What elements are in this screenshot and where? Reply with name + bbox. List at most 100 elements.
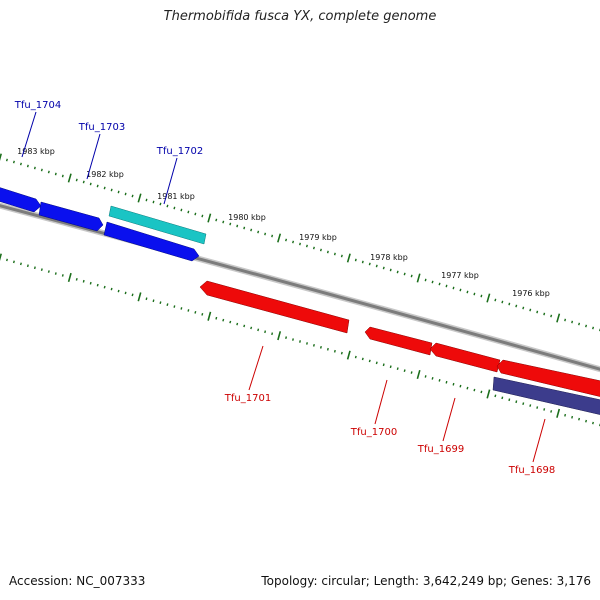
minor-tick bbox=[515, 400, 518, 404]
minor-tick bbox=[12, 260, 15, 264]
minor-tick bbox=[33, 266, 36, 270]
minor-tick bbox=[312, 343, 315, 347]
minor-tick bbox=[431, 377, 434, 380]
minor-tick bbox=[194, 310, 197, 314]
gene-arrow-forward-tfu-1704[interactable] bbox=[103, 221, 200, 262]
minor-tick bbox=[40, 268, 43, 272]
gene-label-tfu-1700[interactable]: Tfu_1700 bbox=[350, 427, 397, 438]
minor-tick bbox=[515, 304, 518, 308]
minor-tick bbox=[173, 206, 176, 210]
minor-tick bbox=[187, 309, 190, 312]
minor-tick bbox=[145, 198, 148, 202]
kbp-label: 1982 kbp bbox=[86, 170, 124, 179]
minor-tick bbox=[110, 287, 113, 291]
minor-tick bbox=[494, 298, 497, 302]
minor-tick bbox=[54, 172, 57, 176]
minor-tick bbox=[536, 406, 539, 409]
minor-tick bbox=[389, 268, 392, 272]
major-tick bbox=[346, 350, 351, 360]
minor-tick bbox=[61, 174, 64, 178]
gene-arrow-forward[interactable] bbox=[0, 186, 42, 213]
minor-tick bbox=[299, 340, 301, 343]
minor-tick bbox=[159, 301, 162, 305]
gene-arrow-tfu-1698[interactable] bbox=[492, 376, 600, 416]
major-tick bbox=[137, 292, 142, 302]
gene-arrow-reverse-tfu-1701[interactable] bbox=[199, 280, 350, 334]
minor-tick bbox=[466, 290, 469, 294]
gene-arrow-reverse[interactable] bbox=[496, 359, 600, 398]
leader-line bbox=[86, 133, 101, 180]
major-tick bbox=[207, 213, 212, 223]
minor-tick bbox=[522, 306, 525, 310]
topology-text: Topology: circular; Length: 3,642,249 bp… bbox=[261, 574, 591, 588]
minor-tick bbox=[257, 230, 260, 234]
minor-tick bbox=[187, 210, 190, 214]
minor-tick bbox=[201, 214, 204, 218]
minor-tick bbox=[145, 297, 148, 301]
major-tick bbox=[556, 408, 561, 418]
kbp-label: 1979 kbp bbox=[299, 233, 337, 242]
minor-tick bbox=[585, 419, 588, 423]
minor-tick bbox=[333, 252, 336, 256]
minor-tick bbox=[222, 318, 225, 322]
minor-tick bbox=[96, 184, 99, 188]
minor-tick bbox=[361, 357, 364, 361]
minor-tick bbox=[6, 258, 8, 262]
minor-tick bbox=[396, 367, 399, 370]
minor-tick bbox=[47, 270, 50, 273]
minor-tick bbox=[438, 378, 441, 382]
major-tick bbox=[67, 173, 72, 183]
minor-tick bbox=[19, 162, 22, 166]
minor-tick bbox=[250, 228, 253, 232]
minor-tick bbox=[473, 292, 476, 296]
minor-tick bbox=[501, 300, 504, 304]
major-tick bbox=[486, 293, 491, 303]
gene-arrow-reverse-tfu-1699[interactable] bbox=[429, 342, 501, 373]
gene-label-tfu-1704[interactable]: Tfu_1704 bbox=[14, 100, 61, 111]
gene-label-tfu-1699[interactable]: Tfu_1699 bbox=[417, 444, 464, 455]
minor-tick bbox=[229, 222, 232, 226]
minor-tick bbox=[54, 272, 57, 275]
gene-arrow-reverse-tfu-1700[interactable] bbox=[364, 326, 433, 356]
minor-tick bbox=[452, 382, 455, 386]
minor-tick bbox=[305, 244, 308, 248]
minor-tick bbox=[459, 384, 462, 388]
minor-tick bbox=[403, 369, 406, 373]
minor-tick bbox=[494, 394, 497, 398]
leader-line bbox=[248, 345, 264, 391]
minor-tick bbox=[180, 208, 183, 212]
gene-label-tfu-1702[interactable]: Tfu_1702 bbox=[156, 146, 203, 157]
minor-tick bbox=[382, 266, 385, 270]
minor-tick bbox=[264, 232, 267, 236]
minor-tick bbox=[466, 386, 469, 390]
minor-tick bbox=[257, 328, 260, 332]
minor-tick bbox=[306, 342, 308, 345]
minor-tick bbox=[592, 421, 594, 425]
gene-label-tfu-1698[interactable]: Tfu_1698 bbox=[508, 465, 555, 476]
minor-tick bbox=[431, 280, 434, 284]
minor-tick bbox=[340, 351, 343, 355]
minor-tick bbox=[215, 218, 218, 222]
minor-tick bbox=[326, 347, 329, 351]
major-tick bbox=[416, 273, 421, 283]
outer-tick-ring bbox=[0, 153, 600, 332]
minor-tick bbox=[47, 170, 50, 174]
minor-tick bbox=[117, 289, 120, 293]
minor-tick bbox=[480, 390, 483, 394]
leader-line bbox=[374, 379, 388, 425]
minor-tick bbox=[389, 365, 392, 369]
minor-tick bbox=[473, 388, 476, 392]
minor-tick bbox=[201, 313, 204, 316]
minor-tick bbox=[243, 226, 246, 230]
minor-tick bbox=[5, 158, 8, 162]
minor-tick bbox=[33, 166, 36, 170]
minor-tick bbox=[522, 402, 525, 406]
gene-arrow-forward-tfu-1703[interactable] bbox=[38, 201, 104, 232]
minor-tick bbox=[264, 330, 267, 334]
gene-arrow-forward-tfu-1702[interactable] bbox=[108, 205, 207, 245]
minor-tick bbox=[452, 286, 455, 290]
minor-tick bbox=[592, 326, 595, 330]
gene-label-tfu-1701[interactable]: Tfu_1701 bbox=[224, 393, 271, 404]
gene-label-tfu-1703[interactable]: Tfu_1703 bbox=[78, 122, 125, 133]
leader-line bbox=[532, 418, 546, 463]
